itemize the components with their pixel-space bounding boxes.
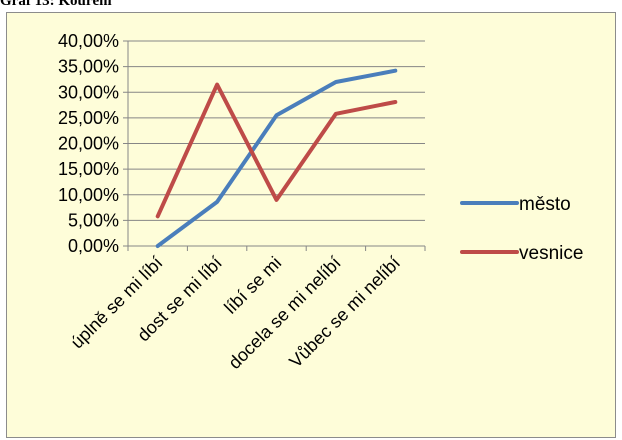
gridlines	[128, 40, 425, 221]
chart-caption: Graf 13: Kouření	[0, 0, 112, 9]
axes	[123, 40, 426, 251]
legend-label: vesnice	[519, 243, 583, 264]
y-tick-label: 35,00%	[58, 57, 119, 77]
series-lines	[155, 68, 398, 248]
y-tick-label: 0,00%	[68, 236, 119, 256]
x-tick-label: Vůbec se mi nelíbí	[285, 253, 404, 372]
y-tick-label: 5,00%	[68, 210, 119, 230]
legend: město vesnice	[460, 194, 583, 264]
y-tick-label: 25,00%	[58, 108, 119, 128]
series-line-2	[155, 82, 398, 219]
y-tick-labels: 0,00% 5,00% 10,00% 15,00% 20,00% 25,00% 30,00%…	[58, 31, 119, 256]
y-tick-label: 20,00%	[58, 134, 119, 154]
y-tick-label: 30,00%	[58, 82, 119, 102]
y-tick-label: 40,00%	[58, 31, 119, 51]
chart-area	[6, 12, 616, 438]
legend-label: město	[519, 194, 571, 215]
y-tick-label: 10,00%	[58, 185, 119, 205]
x-tick-label: docela se mi nelíbí	[224, 253, 344, 373]
series-line-1	[155, 68, 398, 248]
y-tick-label: 15,00%	[58, 159, 119, 179]
